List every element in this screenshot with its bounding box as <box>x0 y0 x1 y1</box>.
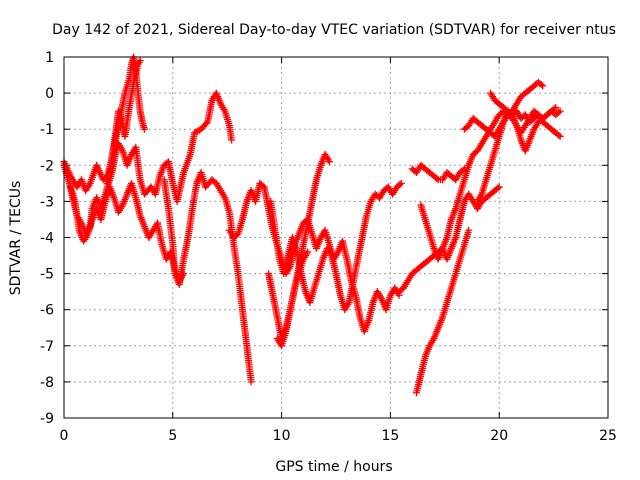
data-point <box>325 158 333 166</box>
x-tick-label: 10 <box>273 428 291 444</box>
x-tick-label: 15 <box>381 428 399 444</box>
data-points <box>60 53 564 397</box>
x-tick-label: 20 <box>490 428 508 444</box>
x-tick-label: 0 <box>60 428 69 444</box>
data-point-trace <box>550 105 558 113</box>
y-tick-label: -6 <box>40 303 54 319</box>
data-point <box>556 107 564 115</box>
y-tick-label: -5 <box>40 267 54 283</box>
data-point <box>460 165 468 173</box>
y-tick-label: -7 <box>40 339 54 355</box>
data-point <box>136 57 144 65</box>
y-tick-label: -2 <box>40 158 54 174</box>
data-point-trace <box>433 175 441 183</box>
y-tick-label: -3 <box>40 194 54 210</box>
data-point <box>465 226 473 234</box>
data-point-trace <box>537 81 545 89</box>
x-axis-label: GPS time / hours <box>275 459 392 475</box>
plot-frame <box>63 56 609 419</box>
data-point <box>556 132 564 140</box>
data-point-trace <box>494 184 502 192</box>
data-point <box>552 104 560 112</box>
data-point-trace <box>459 166 467 174</box>
tick-labels: 0 5 10 15 20 25 -9 -8 -7 -6 -5 -4 -3 -2 -1 0 1 <box>40 50 617 444</box>
data-point <box>228 136 236 144</box>
data-point <box>304 248 312 256</box>
x-tick-label: 5 <box>168 428 177 444</box>
data-point <box>539 82 547 90</box>
data-point <box>247 378 255 386</box>
data-point-trace <box>396 181 404 189</box>
y-tick-label: -8 <box>40 375 54 391</box>
data-point <box>397 179 405 187</box>
y-tick-label: -1 <box>40 122 54 138</box>
data-point <box>495 183 503 191</box>
grid-lines <box>64 57 608 418</box>
x-tick-label: 25 <box>599 428 617 444</box>
y-axis-label: SDTVAR / TECUs <box>8 181 24 296</box>
y-tick-label: -4 <box>40 231 54 247</box>
data-point-trace <box>555 108 563 116</box>
data-point <box>141 125 149 133</box>
y-tick-label: 1 <box>45 50 54 66</box>
y-tick-label: -9 <box>40 411 54 427</box>
y-tick-label: 0 <box>45 86 54 102</box>
chart-title: Day 142 of 2021, Sidereal Day-to-day VTE… <box>52 22 616 38</box>
data-point-trace <box>555 131 563 139</box>
